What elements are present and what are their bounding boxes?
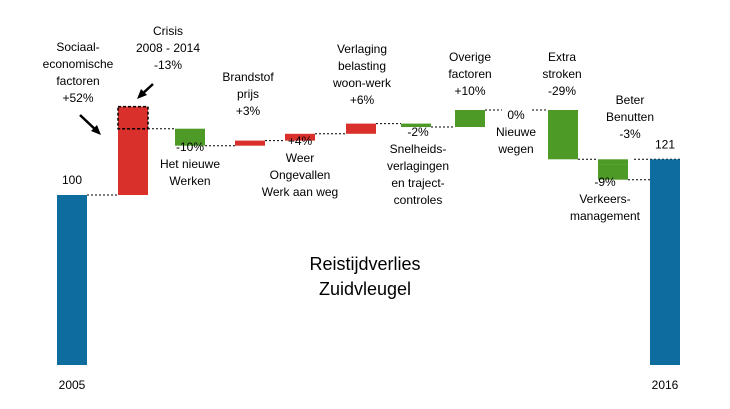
value-label: +52% bbox=[62, 91, 93, 105]
step-bar bbox=[401, 123, 431, 127]
step-label: en traject- bbox=[391, 176, 444, 190]
arrow-head bbox=[91, 125, 101, 135]
step-label: Overige bbox=[449, 50, 491, 64]
step-label: management bbox=[570, 209, 641, 223]
step-bar bbox=[175, 128, 205, 146]
step-label: economische bbox=[43, 57, 114, 71]
step-bar bbox=[346, 123, 376, 134]
step-label: prijs bbox=[237, 87, 259, 101]
step-bar bbox=[285, 133, 315, 141]
step-label: woon-werk bbox=[332, 76, 392, 90]
step-label: stroken bbox=[542, 67, 581, 81]
step-label: wegen bbox=[497, 142, 533, 156]
arrow-head bbox=[137, 89, 147, 99]
step-label: Verlaging bbox=[337, 42, 387, 56]
step-bar bbox=[117, 105, 149, 130]
step-bar bbox=[598, 159, 628, 165]
step-label: 2008 - 2014 bbox=[136, 41, 200, 55]
step-label: Extra bbox=[548, 50, 576, 64]
total-bar bbox=[650, 159, 680, 365]
step-bar bbox=[235, 140, 265, 146]
total-label: 100 bbox=[62, 173, 82, 187]
step-label: Ongevallen bbox=[270, 168, 331, 182]
step-label: Crisis bbox=[153, 24, 183, 38]
step-label: Het nieuwe bbox=[160, 157, 220, 171]
value-label: -13% bbox=[154, 58, 182, 72]
value-label: -3% bbox=[619, 127, 641, 141]
total-bar bbox=[57, 195, 87, 365]
step-label: belasting bbox=[338, 59, 386, 73]
step-label: factoren bbox=[56, 74, 99, 88]
total-label: 121 bbox=[655, 137, 675, 151]
x-label: 2005 bbox=[59, 378, 86, 392]
step-label: Nieuwe bbox=[496, 125, 536, 139]
value-label: -9% bbox=[594, 175, 616, 189]
value-label: 0% bbox=[507, 108, 525, 122]
value-label: +6% bbox=[350, 93, 375, 107]
step-bar bbox=[548, 110, 578, 160]
step-label: Benutten bbox=[606, 110, 654, 124]
x-label: 2016 bbox=[652, 378, 679, 392]
step-label: controles bbox=[394, 193, 443, 207]
step-label: factoren bbox=[448, 67, 491, 81]
step-label: Beter bbox=[616, 93, 645, 107]
step-label: Verkeers- bbox=[579, 192, 630, 206]
value-label: -2% bbox=[407, 125, 429, 139]
step-label: Werk aan weg bbox=[262, 185, 338, 199]
value-label: -10% bbox=[176, 140, 204, 154]
value-label: +3% bbox=[236, 104, 261, 118]
value-label: +10% bbox=[454, 84, 485, 98]
step-label: Brandstof bbox=[222, 70, 274, 84]
chart-title: Reistijdverlies bbox=[309, 254, 420, 274]
step-bar bbox=[455, 110, 485, 127]
value-label: +4% bbox=[288, 134, 313, 148]
step-label: Sociaal- bbox=[56, 40, 99, 54]
value-label: -29% bbox=[548, 84, 576, 98]
step-bar bbox=[118, 106, 148, 195]
step-bar bbox=[598, 164, 628, 180]
chart-title: Zuidvleugel bbox=[319, 279, 411, 299]
step-label: Weer bbox=[286, 151, 314, 165]
step-label: Snelheids- bbox=[390, 142, 447, 156]
step-label: Werken bbox=[169, 174, 210, 188]
step-label: verlagingen bbox=[387, 159, 449, 173]
